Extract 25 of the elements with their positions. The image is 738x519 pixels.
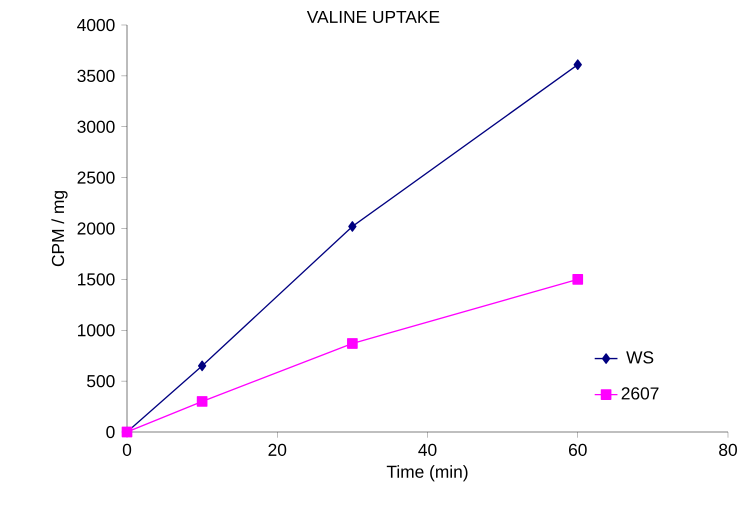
y-tick-label: 2000 xyxy=(78,222,115,235)
point xyxy=(572,274,584,285)
x-axis-title: Time (min) xyxy=(386,465,468,482)
y-tick-label: 3000 xyxy=(77,120,115,133)
point xyxy=(196,396,208,407)
x-tick-label: 80 xyxy=(719,444,737,456)
y-tick-label: 500 xyxy=(87,374,115,388)
legend-label: WS xyxy=(626,351,654,364)
x-tick-label: 60 xyxy=(568,444,587,456)
x-tick-label: 0 xyxy=(122,444,132,456)
y-tick-label: 1500 xyxy=(78,273,115,286)
y-axis-title: CPM / mg xyxy=(51,191,68,266)
point xyxy=(574,59,582,70)
point xyxy=(347,338,358,349)
y-tick-label: 1000 xyxy=(78,324,115,336)
y-tick-label: 4000 xyxy=(77,18,115,32)
x-tick-label: 40 xyxy=(418,444,436,456)
x-tick-label: 20 xyxy=(268,444,286,456)
point xyxy=(198,360,206,372)
y-tick-label: 3500 xyxy=(77,70,115,82)
y-tick-label: 0 xyxy=(106,426,115,438)
chart-title: VALINE UPTAKE xyxy=(306,10,440,24)
legend-label: 2607 xyxy=(622,387,658,400)
point xyxy=(348,221,357,232)
y-tick-label: 2500 xyxy=(78,171,115,184)
